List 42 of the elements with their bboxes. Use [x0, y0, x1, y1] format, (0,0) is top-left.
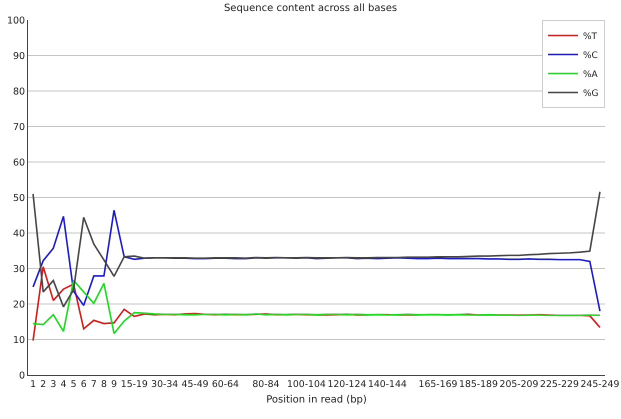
x-tick-label: 245-249	[580, 379, 620, 390]
line-series	[32, 279, 601, 334]
y-tick-label: 80	[13, 86, 26, 98]
y-tick-label: 70	[13, 122, 26, 133]
legend-label: %C	[583, 51, 598, 62]
x-tick-label: 8	[100, 379, 107, 390]
x-tick-label: 6	[80, 379, 87, 390]
y-tick-label: 0	[19, 370, 26, 382]
x-tick-label: 140-144	[368, 379, 407, 390]
x-tick-label: 225-229	[540, 379, 579, 390]
x-tick-label: 3	[50, 379, 56, 390]
y-tick-label: 30	[13, 264, 26, 275]
x-tick-label: 5	[70, 379, 77, 390]
line-series	[32, 209, 601, 312]
legend-label: %A	[583, 70, 599, 80]
x-tick-label: 2	[40, 379, 46, 390]
line-series	[32, 191, 601, 308]
x-tick-label: 4	[60, 379, 66, 390]
y-tick-label: 100	[6, 15, 26, 26]
x-tick-label: 45-49	[182, 379, 209, 390]
x-tick-label: 120-124	[327, 379, 366, 390]
y-tick-label: 90	[13, 50, 26, 62]
x-tick-label: 80-84	[252, 379, 280, 390]
x-tick-label: 15-19	[120, 379, 148, 390]
chart-title: Sequence content across all bases	[224, 3, 398, 14]
y-tick-label: 20	[13, 299, 26, 310]
y-tick-label: 10	[13, 334, 26, 346]
x-tick-label: 165-169	[418, 379, 458, 390]
x-tick-label: 30-34	[151, 379, 178, 390]
x-tick-label: 7	[90, 379, 97, 390]
x-axis-title: Position in read (bp)	[266, 394, 367, 406]
x-tick-label: 100-104	[286, 379, 326, 390]
y-tick-label: 50	[13, 192, 26, 204]
y-tick-label: 40	[13, 228, 26, 240]
x-tick-label: 60-64	[212, 379, 239, 390]
legend-label: %T	[583, 32, 598, 42]
legend-label: %G	[583, 89, 599, 100]
x-tick-label: 1	[30, 379, 36, 390]
x-tick-label: 205-209	[500, 379, 538, 390]
x-tick-label: 185-189	[459, 379, 498, 390]
x-tick-label: 9	[111, 379, 118, 390]
y-tick-label: 60	[13, 157, 26, 168]
